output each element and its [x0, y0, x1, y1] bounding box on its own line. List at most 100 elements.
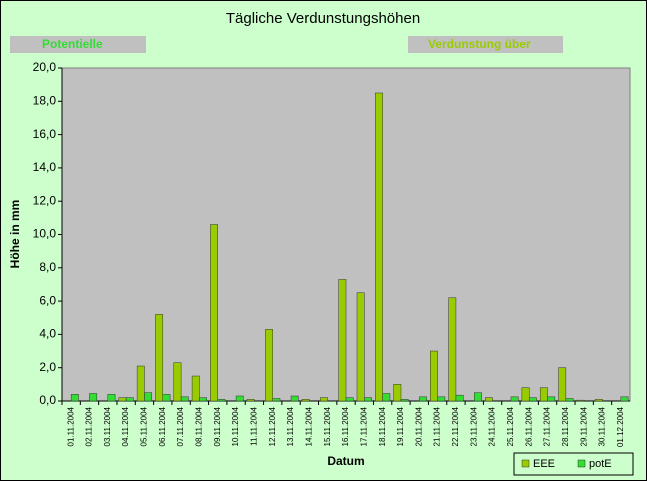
x-tick-label: 04.11.2004: [121, 406, 130, 446]
x-tick-label: 14.11.2004: [304, 406, 313, 446]
x-tick-label: 11.11.2004: [249, 406, 258, 445]
bar: [217, 399, 226, 402]
x-tick-label: 19.11.2004: [396, 406, 405, 446]
x-tick-label: 30.11.2004: [598, 406, 607, 446]
x-tick-label: 09.11.2004: [213, 406, 222, 446]
banner: Verdunstung über: [428, 37, 531, 51]
x-tick-label: 07.11.2004: [176, 406, 185, 446]
y-tick-label: 8,0: [39, 260, 56, 274]
x-tick-label: 26.11.2004: [524, 406, 533, 446]
x-tick-label: 13.11.2004: [286, 406, 295, 446]
bar: [364, 397, 372, 402]
x-tick-label: 25.11.2004: [506, 406, 515, 446]
banner-box: [408, 36, 563, 53]
bar: [290, 395, 299, 402]
x-tick-label: 16.11.2004: [341, 406, 350, 446]
x-tick-label: 29.11.2004: [579, 406, 588, 446]
bar: [191, 375, 200, 402]
bar: [430, 350, 438, 402]
bar: [118, 397, 127, 402]
bar: [180, 396, 189, 402]
bar: [382, 393, 391, 402]
bar: [144, 392, 153, 402]
x-tick-label: 18.11.2004: [378, 406, 387, 446]
bar: [485, 397, 493, 402]
x-tick-label: 20.11.2004: [414, 406, 423, 446]
bar: [173, 362, 182, 402]
y-tick-label: 12,0: [33, 193, 57, 207]
chart-title: Tägliche Verdunstungshöhen: [226, 10, 420, 27]
bar: [375, 92, 383, 402]
bar: [594, 399, 603, 402]
bar: [155, 314, 164, 402]
x-tick-label: 24.11.2004: [488, 406, 497, 446]
x-tick-label: 22.11.2004: [451, 406, 460, 446]
bar: [547, 396, 556, 402]
x-tick-label: 21.11.2004: [433, 406, 442, 446]
bar: [576, 399, 585, 402]
bar: [455, 394, 464, 402]
x-tick-label: 17.11.2004: [359, 406, 368, 446]
bar: [539, 387, 548, 402]
x-tick-label: 03.11.2004: [103, 406, 112, 446]
bar: [437, 396, 446, 402]
x-axis-label: Datum: [327, 454, 364, 468]
legend-label: potE: [589, 458, 612, 470]
legend: [513, 452, 634, 476]
bar: [246, 399, 255, 402]
x-tick-label: 27.11.2004: [543, 406, 552, 446]
banner-box: [10, 36, 146, 53]
y-tick-label: 20,0: [33, 60, 57, 74]
bar: [199, 397, 207, 402]
y-tick-label: 16,0: [33, 127, 57, 141]
x-tick-label: 01.11.2004: [66, 406, 75, 446]
bar: [235, 395, 244, 402]
x-tick-label: 15.11.2004: [323, 406, 332, 446]
x-tick-label: 06.11.2004: [158, 406, 167, 446]
y-tick-label: 6,0: [39, 293, 56, 307]
bar: [474, 392, 482, 402]
bar: [565, 398, 574, 402]
bar: [345, 397, 354, 402]
x-tick-label: 08.11.2004: [195, 406, 204, 446]
bar: [356, 292, 365, 402]
bar: [272, 398, 281, 402]
x-tick-label: 28.11.2004: [561, 406, 570, 446]
legend-label: EEE: [533, 458, 555, 470]
bar: [510, 396, 519, 402]
bar: [419, 396, 427, 402]
legend-swatch: [521, 459, 530, 468]
bar: [301, 399, 310, 402]
bar: [558, 367, 567, 402]
bar: [136, 365, 145, 402]
bar: [89, 393, 98, 402]
bar: [162, 394, 171, 402]
banner: Potentielle: [42, 37, 103, 51]
bar: [265, 329, 273, 402]
y-axis-label: Höhe in mm: [8, 200, 22, 269]
bar: [210, 224, 218, 402]
bar: [448, 297, 457, 402]
bar: [620, 396, 629, 402]
bar: [400, 399, 409, 402]
y-tick-label: 0,0: [39, 393, 56, 407]
y-tick-label: 14,0: [33, 160, 57, 174]
bar: [393, 384, 402, 402]
x-tick-label: 05.11.2004: [140, 406, 149, 446]
legend-swatch: [577, 459, 586, 468]
y-tick-label: 4,0: [39, 327, 56, 341]
bar: [320, 397, 328, 402]
bar: [521, 387, 530, 402]
x-tick-label: 23.11.2004: [469, 406, 478, 446]
bar: [338, 279, 347, 402]
bar: [125, 397, 134, 402]
bar: [528, 397, 537, 402]
y-tick-label: 2,0: [39, 360, 56, 374]
x-tick-label: 02.11.2004: [85, 406, 94, 446]
bar: [107, 394, 116, 402]
x-tick-label: 01.12.2004: [616, 406, 625, 447]
y-tick-label: 10,0: [33, 227, 57, 241]
x-tick-label: 10.11.2004: [231, 406, 240, 446]
y-tick-label: 18,0: [33, 93, 57, 107]
